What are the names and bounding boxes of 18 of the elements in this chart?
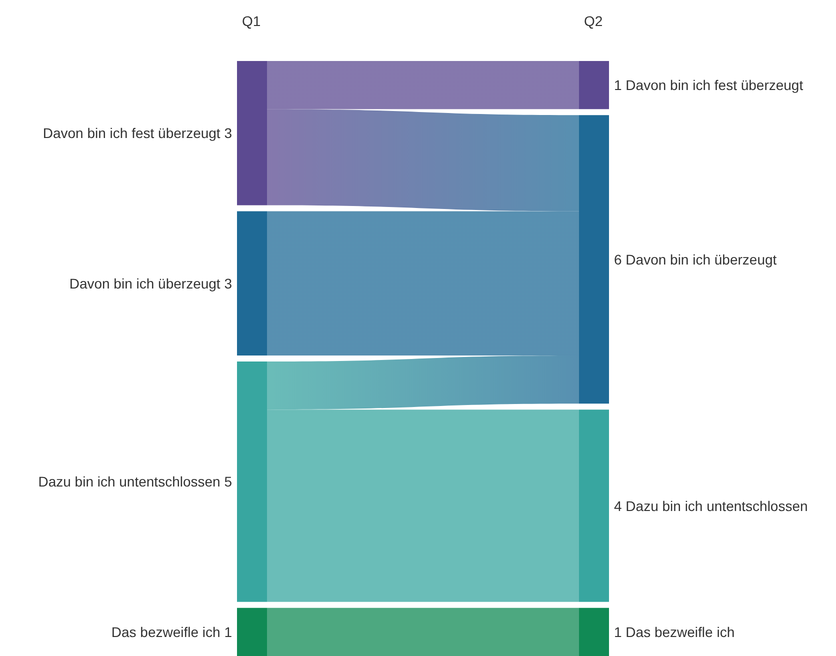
text: Q2 bbox=[584, 13, 603, 29]
data-label: 1 bbox=[614, 77, 622, 94]
category-label: Davon bin ich fest überzeugt bbox=[626, 77, 804, 94]
category-label: Davon bin ich überzeugt bbox=[69, 275, 220, 292]
category-label: Davon bin ich fest überzeugt bbox=[42, 125, 220, 142]
data-label: 4 bbox=[614, 498, 622, 514]
data-label: 1 bbox=[224, 624, 232, 640]
category-label: Davon bin ich überzeugt bbox=[626, 251, 777, 268]
data-label: 5 bbox=[224, 474, 232, 490]
category-label: Das bezweifle ich bbox=[111, 624, 220, 640]
text: Q1 bbox=[242, 13, 261, 29]
data-label: 3 bbox=[224, 275, 232, 292]
data-label: 3 bbox=[224, 125, 232, 142]
category-label: Das bezweifle ich bbox=[626, 624, 735, 640]
data-label: 6 bbox=[614, 251, 622, 268]
category-label: Dazu bin ich untentschlossen bbox=[626, 498, 808, 514]
data-label: 1 bbox=[614, 624, 622, 640]
category-label: Dazu bin ich untentschlossen bbox=[38, 474, 220, 490]
